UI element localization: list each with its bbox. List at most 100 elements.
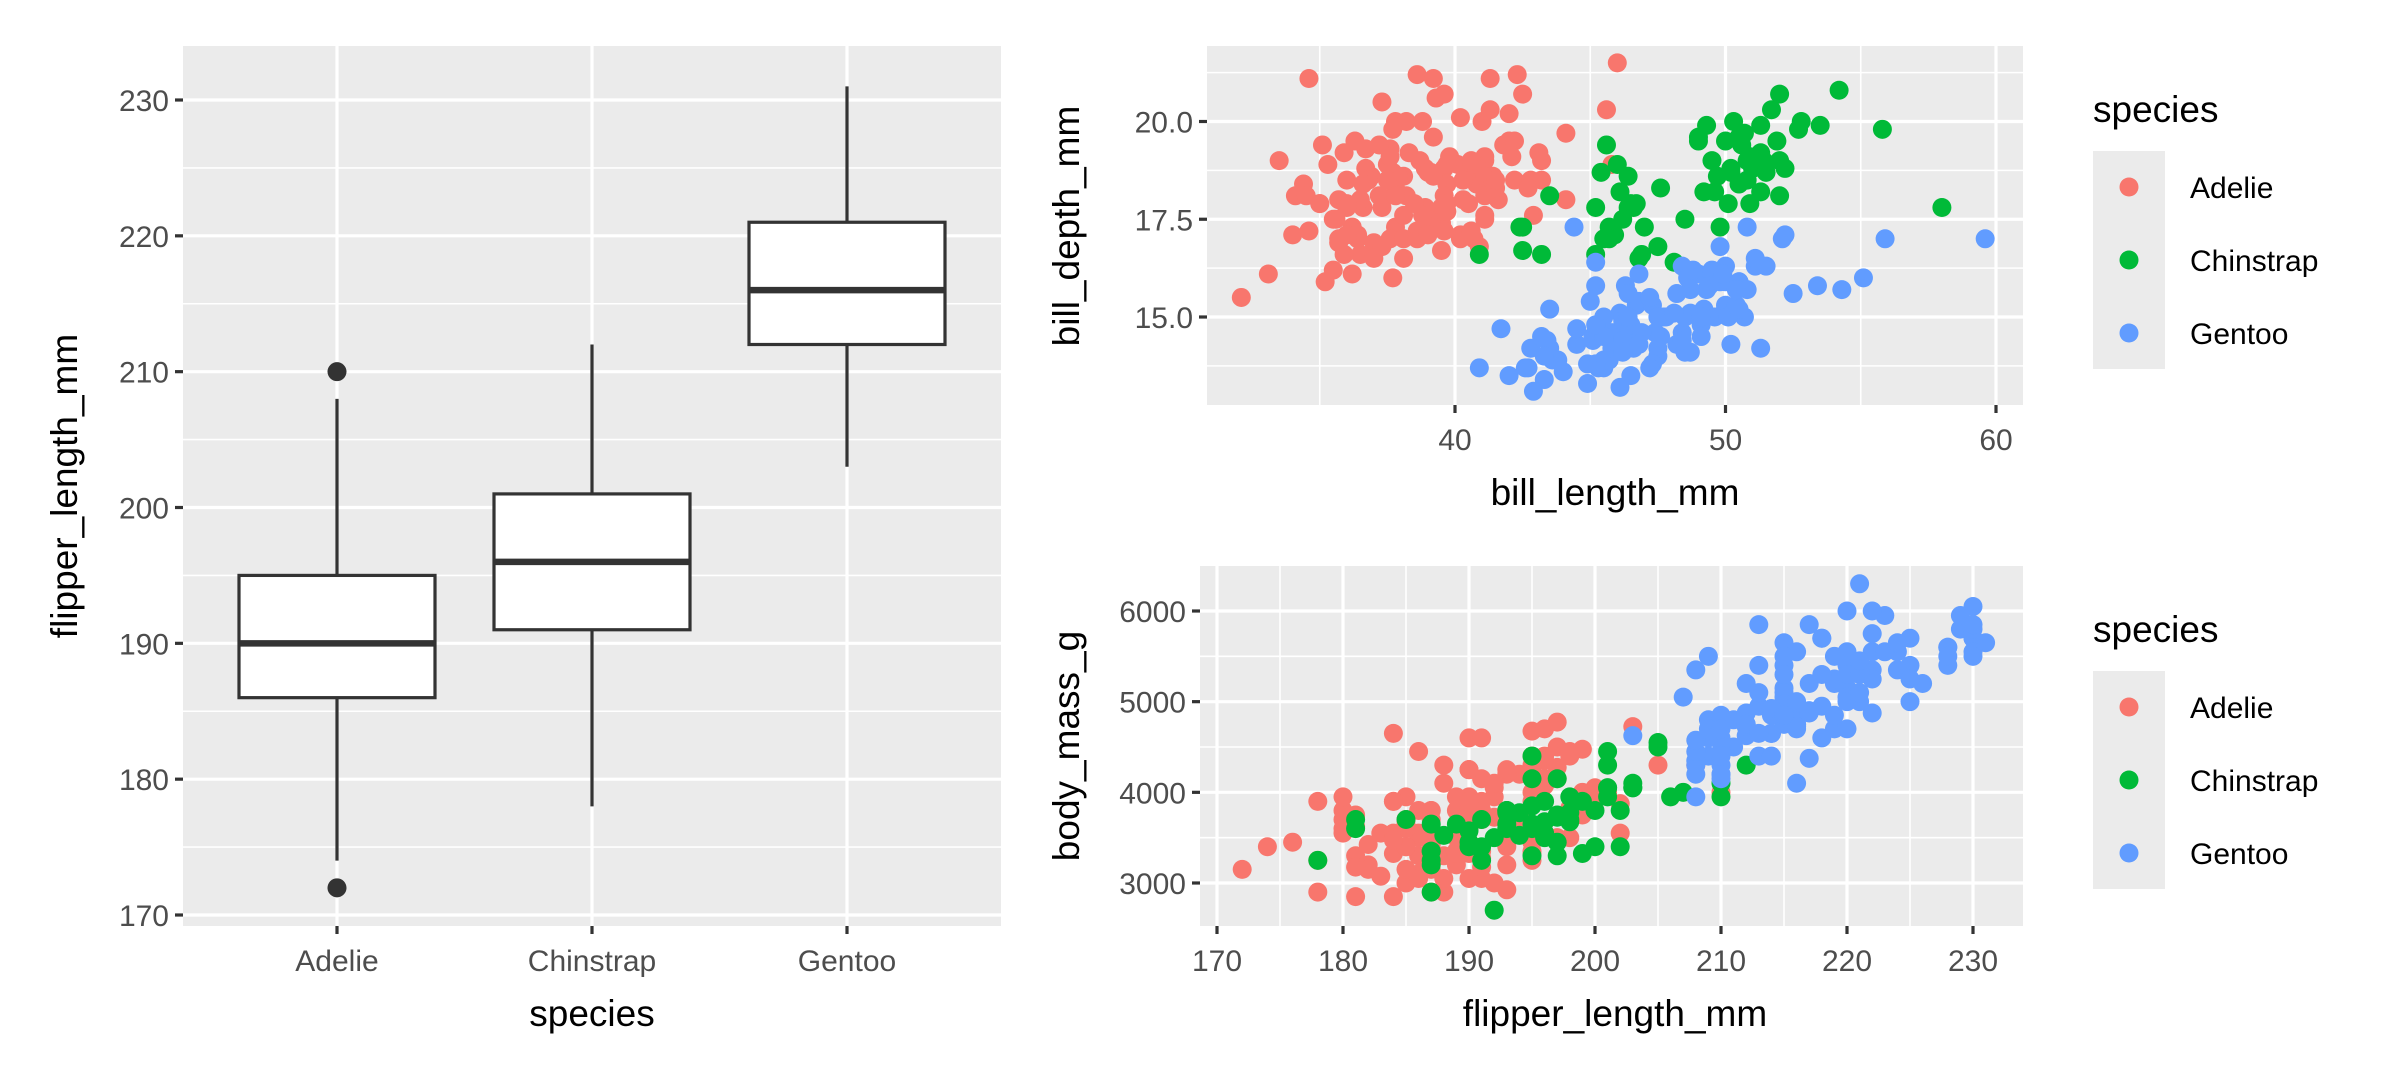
point-gentoo (1799, 615, 1819, 635)
point-chinstrap (1610, 182, 1630, 202)
point-chinstrap (1459, 837, 1479, 857)
point-gentoo (1850, 683, 1870, 703)
y-tick-label: 6000 (1119, 596, 1186, 629)
boxplot-marks (237, 86, 947, 898)
x-tick-label: 40 (1438, 424, 1471, 457)
point-gentoo (1691, 307, 1711, 327)
point-adelie (1547, 712, 1567, 732)
point-adelie (1337, 198, 1357, 218)
point-gentoo (1749, 723, 1769, 743)
point-gentoo (1621, 366, 1641, 386)
point-adelie (1413, 112, 1433, 131)
point-adelie (1283, 225, 1303, 245)
point-gentoo (1900, 669, 1920, 689)
point-chinstrap (1599, 229, 1619, 249)
point-adelie (1486, 170, 1506, 190)
mass-scatter-points (1232, 574, 1996, 920)
point-adelie (1409, 742, 1429, 762)
point-adelie (1399, 143, 1419, 163)
point-gentoo (1812, 628, 1832, 648)
point-chinstrap (1618, 166, 1638, 186)
point-gentoo (1686, 764, 1706, 784)
point-adelie (1358, 834, 1378, 854)
y-tick-label: 210 (119, 357, 169, 390)
x-tick-label: Gentoo (798, 945, 896, 978)
point-adelie (1269, 151, 1289, 171)
point-chinstrap (1421, 814, 1441, 834)
point-gentoo (1837, 601, 1857, 621)
point-chinstrap (1598, 742, 1618, 762)
point-adelie (1385, 186, 1405, 206)
point-adelie (1372, 237, 1392, 257)
point-gentoo (1534, 346, 1554, 366)
point-adelie (1461, 151, 1481, 171)
point-gentoo (1774, 705, 1794, 725)
point-adelie (1502, 147, 1522, 167)
point-gentoo (1686, 660, 1706, 680)
point-chinstrap (1560, 803, 1580, 823)
legend-top-key-adelie (2119, 177, 2139, 197)
bill-scatter-panel: 40 50 60 15.0 17.5 20.0 bill_length_mm bill_d… (1046, 46, 2023, 513)
point-gentoo (1499, 366, 1519, 386)
point-gentoo (1853, 268, 1873, 288)
point-gentoo (1705, 307, 1725, 327)
point-chinstrap (1547, 769, 1567, 789)
y-tick-label: 5000 (1119, 687, 1186, 720)
series-gentoo (1469, 217, 1995, 401)
point-chinstrap (1547, 832, 1567, 852)
legend-bottom-title: species (2093, 609, 2218, 650)
point-gentoo (1540, 299, 1560, 319)
point-gentoo (1537, 330, 1557, 350)
point-gentoo (1774, 633, 1794, 653)
point-gentoo (1469, 358, 1489, 378)
point-adelie (1407, 65, 1427, 85)
point-adelie (1337, 225, 1357, 245)
point-adelie (1308, 882, 1328, 902)
point-adelie (1607, 53, 1627, 73)
point-adelie (1377, 170, 1397, 190)
point-adelie (1318, 155, 1338, 175)
point-chinstrap (1421, 882, 1441, 902)
point-adelie (1434, 868, 1454, 888)
point-chinstrap (1829, 80, 1849, 100)
point-gentoo (1749, 615, 1769, 635)
point-adelie (1383, 268, 1403, 288)
x-tick-label: 190 (1444, 945, 1494, 978)
point-gentoo (1629, 334, 1649, 354)
point-adelie (1434, 84, 1454, 104)
x-tick-label: Adelie (295, 945, 378, 978)
point-gentoo (1787, 717, 1807, 737)
point-gentoo (1812, 664, 1832, 684)
point-gentoo (1850, 664, 1870, 684)
point-chinstrap (1737, 151, 1757, 171)
point-adelie (1346, 887, 1366, 907)
point-adelie (1497, 855, 1517, 875)
point-adelie (1472, 728, 1492, 748)
point-gentoo (1567, 334, 1587, 354)
point-adelie (1333, 787, 1353, 807)
point-gentoo (1586, 252, 1606, 272)
x-tick-label: 180 (1318, 945, 1368, 978)
legend-bottom: species Adelie Chinstrap Gentoo (2093, 609, 2318, 889)
point-chinstrap (1522, 746, 1542, 766)
point-adelie (1423, 68, 1443, 88)
point-chinstrap (1751, 115, 1771, 135)
point-gentoo (1774, 646, 1794, 666)
point-gentoo (1774, 664, 1794, 684)
y-tick-label: 17.5 (1135, 204, 1193, 237)
point-chinstrap (1810, 115, 1830, 135)
mass-scatter-y-axis-title: body_mass_g (1046, 631, 1087, 861)
legend-bottom-label-adelie: Adelie (2190, 692, 2273, 725)
point-chinstrap (1472, 850, 1492, 870)
point-gentoo (1518, 358, 1538, 378)
point-chinstrap (1791, 112, 1811, 131)
x-tick-label: 230 (1948, 945, 1998, 978)
point-gentoo (1900, 692, 1920, 712)
point-adelie (1459, 791, 1479, 811)
point-gentoo (1667, 284, 1687, 304)
point-gentoo (1887, 633, 1907, 653)
point-chinstrap (1610, 837, 1630, 857)
point-gentoo (1580, 291, 1600, 311)
point-chinstrap (1710, 217, 1730, 237)
point-adelie (1372, 92, 1392, 112)
